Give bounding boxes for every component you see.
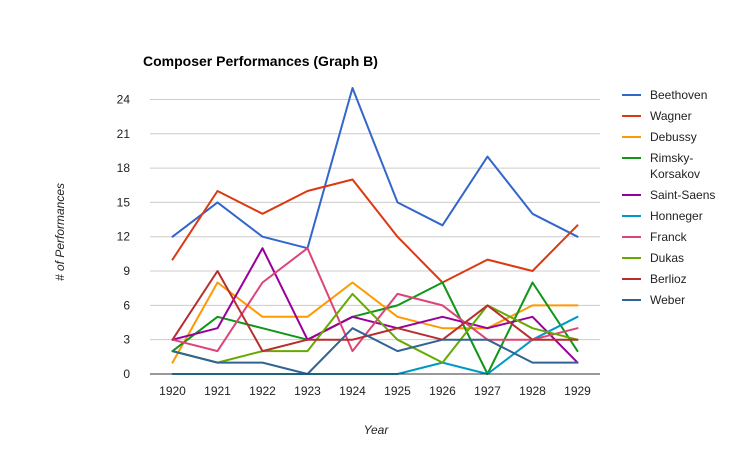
y-axis-title: # of Performances — [53, 183, 67, 281]
x-tick-label: 1927 — [474, 384, 501, 398]
x-tick-label: 1928 — [519, 384, 546, 398]
series-line-dukas — [171, 292, 579, 364]
x-tick-label: 1929 — [564, 384, 591, 398]
y-tick-label: 15 — [117, 195, 131, 209]
x-tick-label: 1921 — [204, 384, 231, 398]
series-line-rimsky-korsakov — [171, 281, 579, 375]
legend-label-honneger: Honneger — [650, 209, 703, 223]
x-axis-title: Year — [364, 423, 390, 437]
series-lines — [171, 87, 579, 375]
legend: Beethoven Wagner Debussy Rimsky- Korsakov Sai… — [622, 88, 715, 307]
legend-label-beethoven: Beethoven — [650, 88, 707, 102]
y-tick-label: 21 — [117, 127, 131, 141]
legend-label-saint-saens: Saint-Saens — [650, 188, 715, 202]
x-tick-label: 1920 — [159, 384, 186, 398]
legend-label-wagner: Wagner — [650, 109, 692, 123]
series-line-wagner — [171, 178, 579, 284]
legend-label-rimsky-korsakov: Rimsky- — [650, 151, 693, 165]
legend-label-debussy: Debussy — [650, 130, 697, 144]
legend-label-dukas: Dukas — [650, 251, 684, 265]
chart-title: Composer Performances (Graph B) — [143, 53, 378, 69]
x-axis-ticks: 1920 1921 1922 1923 1924 1925 1926 1927 1928 1929 — [159, 384, 591, 398]
x-tick-label: 1925 — [384, 384, 411, 398]
y-axis-ticks: 0 3 6 9 12 15 18 21 24 — [117, 92, 131, 381]
legend-label-weber: Weber — [650, 293, 685, 307]
series-line-weber — [171, 327, 579, 375]
y-tick-label: 6 — [123, 298, 130, 312]
series-line-beethoven — [171, 87, 579, 250]
x-tick-label: 1922 — [249, 384, 276, 398]
y-tick-label: 9 — [123, 264, 130, 278]
y-tick-label: 24 — [117, 92, 131, 106]
y-tick-label: 3 — [123, 333, 130, 347]
x-tick-label: 1926 — [429, 384, 456, 398]
x-tick-label: 1924 — [339, 384, 366, 398]
y-tick-label: 12 — [117, 230, 131, 244]
y-tick-label: 18 — [117, 161, 131, 175]
series-line-franck — [171, 247, 579, 353]
series-line-berlioz — [171, 270, 579, 353]
legend-label-berlioz: Berlioz — [650, 272, 687, 286]
y-tick-label: 0 — [123, 367, 130, 381]
gridlines — [150, 98, 600, 341]
legend-label-franck: Franck — [650, 230, 688, 244]
legend-label-rimsky-korsakov: Korsakov — [650, 167, 700, 181]
x-tick-label: 1923 — [294, 384, 321, 398]
